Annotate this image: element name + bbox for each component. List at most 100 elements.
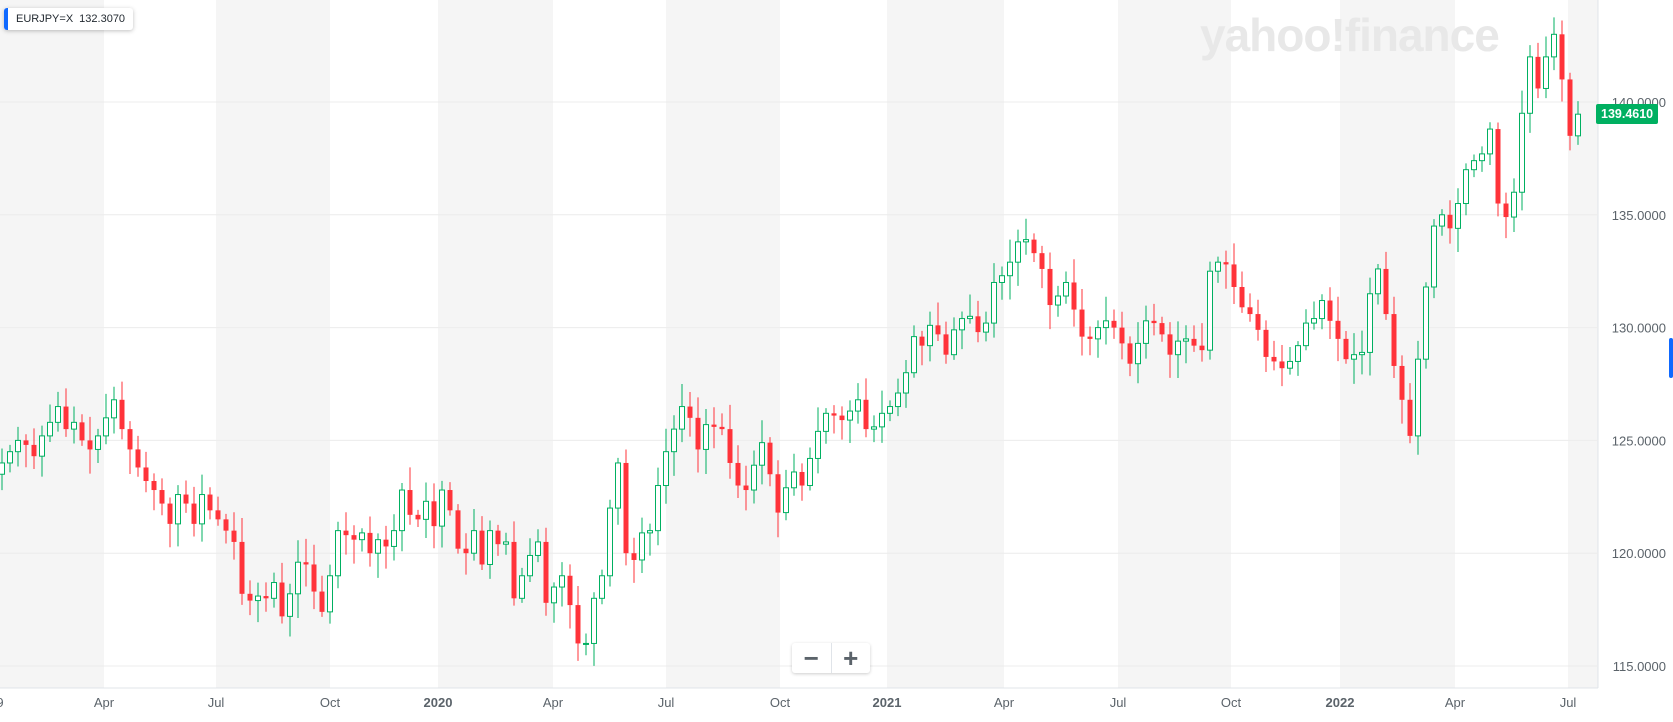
- candle-body: [935, 325, 941, 335]
- candle-body: [215, 510, 221, 520]
- x-tick-label: Apr: [94, 695, 115, 710]
- x-tick-label: 2021: [873, 695, 902, 710]
- candle: [695, 397, 701, 473]
- candle-body: [439, 489, 445, 527]
- candle: [1175, 321, 1181, 378]
- zoom-out-button[interactable]: −: [803, 642, 819, 673]
- candle: [1199, 323, 1205, 362]
- candle: [167, 497, 173, 548]
- candle-body: [303, 562, 309, 565]
- candle: [727, 404, 733, 479]
- candle-body: [191, 503, 197, 524]
- candle-body: [727, 429, 733, 463]
- candle: [271, 572, 277, 608]
- candle: [1263, 320, 1269, 373]
- candle-body: [1287, 360, 1293, 369]
- side-panel-handle[interactable]: [1669, 338, 1673, 378]
- candle-body: [1551, 33, 1557, 58]
- candle-body: [1535, 56, 1541, 89]
- candle: [623, 449, 629, 566]
- candle: [231, 512, 237, 560]
- candle: [247, 580, 253, 616]
- candle: [975, 300, 981, 343]
- candle: [191, 486, 197, 537]
- candle-body: [687, 406, 693, 418]
- candle-body: [183, 494, 189, 504]
- candle: [1239, 271, 1245, 313]
- y-axis-tick-labels: 115.0000 120.0000 125.0000 130.0000 135.0000…: [1612, 95, 1666, 674]
- candle-body: [1143, 320, 1149, 344]
- candle: [39, 425, 45, 477]
- candle-body: [1175, 340, 1181, 356]
- candle-body: [1023, 239, 1029, 243]
- candle: [1487, 122, 1493, 166]
- candle-body: [527, 554, 533, 577]
- candle-body: [1087, 336, 1093, 339]
- candle-body: [1167, 334, 1173, 355]
- x-tick-label: Jul: [1110, 695, 1127, 710]
- candle: [127, 421, 133, 474]
- candle: [1527, 45, 1533, 133]
- candle: [1519, 90, 1525, 211]
- candle-body: [271, 582, 277, 599]
- tooltip-symbol: EURJPY=X: [16, 13, 74, 25]
- zoom-in-button[interactable]: +: [843, 642, 859, 673]
- candle-body: [1495, 129, 1501, 204]
- candle: [343, 512, 349, 555]
- candle: [543, 527, 549, 616]
- candle: [1111, 309, 1117, 339]
- candle-body: [15, 439, 21, 453]
- zoom-controls: − +: [792, 643, 870, 673]
- candle: [351, 525, 357, 564]
- candle-body: [1503, 203, 1509, 218]
- candle: [1031, 233, 1037, 262]
- candle: [1135, 322, 1141, 384]
- candle: [15, 426, 21, 467]
- candle: [295, 540, 301, 618]
- candle: [1167, 322, 1173, 378]
- candle: [415, 509, 421, 528]
- candle: [71, 406, 77, 444]
- candle-body: [1439, 214, 1445, 227]
- candle-body: [1359, 351, 1365, 356]
- candle-body: [279, 582, 285, 617]
- y-tick-label: 130.0000: [1612, 321, 1666, 336]
- candle-body: [759, 442, 765, 466]
- candle: [1143, 305, 1149, 359]
- candle: [63, 388, 69, 437]
- candle: [1055, 285, 1061, 317]
- candle-body: [767, 442, 773, 475]
- candle: [263, 582, 269, 612]
- x-axis-tick-labels: 9 Apr Jul Oct 2020 Apr Jul Oct 2021 Apr Jul Oct 2022…: [0, 695, 1576, 710]
- candle: [119, 381, 125, 440]
- quarter-band: [1340, 0, 1455, 688]
- candle-body: [1095, 327, 1101, 340]
- candle: [1247, 293, 1253, 322]
- candle: [1479, 146, 1485, 172]
- candle-body: [623, 462, 629, 554]
- candle-body: [1263, 329, 1269, 357]
- candle: [919, 330, 925, 366]
- candle: [551, 582, 557, 623]
- x-tick-label: Oct: [320, 695, 341, 710]
- candle-body: [647, 530, 653, 534]
- candle: [1191, 325, 1197, 352]
- candle: [1375, 264, 1381, 305]
- candle: [583, 633, 589, 656]
- candle-body: [1191, 338, 1197, 346]
- candle-body: [1567, 79, 1573, 136]
- candle: [863, 378, 869, 438]
- candle: [823, 408, 829, 444]
- candle-body: [1047, 268, 1053, 306]
- candle: [1231, 243, 1237, 304]
- candle-body: [1223, 262, 1229, 265]
- candle: [703, 409, 709, 475]
- x-tick-label: 9: [0, 695, 4, 710]
- candle: [1359, 330, 1365, 375]
- candle: [759, 420, 765, 485]
- candle: [143, 451, 149, 493]
- candle-body: [615, 462, 621, 509]
- candle-body: [287, 593, 293, 617]
- candle-body: [607, 507, 613, 577]
